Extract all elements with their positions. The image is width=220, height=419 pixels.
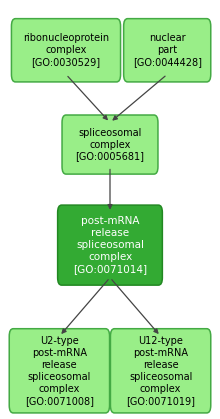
FancyBboxPatch shape bbox=[124, 18, 211, 82]
FancyBboxPatch shape bbox=[58, 205, 162, 285]
FancyBboxPatch shape bbox=[110, 328, 211, 413]
FancyBboxPatch shape bbox=[11, 18, 121, 82]
Text: nuclear
part
[GO:0044428]: nuclear part [GO:0044428] bbox=[133, 33, 202, 67]
Text: post-mRNA
release
spliceosomal
complex
[GO:0071014]: post-mRNA release spliceosomal complex [… bbox=[73, 216, 147, 274]
Text: U2-type
post-mRNA
release
spliceosomal
complex
[GO:0071008]: U2-type post-mRNA release spliceosomal c… bbox=[25, 336, 94, 406]
Text: U12-type
post-mRNA
release
spliceosomal
complex
[GO:0071019]: U12-type post-mRNA release spliceosomal … bbox=[126, 336, 195, 406]
Text: ribonucleoprotein
complex
[GO:0030529]: ribonucleoprotein complex [GO:0030529] bbox=[23, 33, 109, 67]
FancyBboxPatch shape bbox=[9, 328, 110, 413]
FancyBboxPatch shape bbox=[62, 115, 158, 174]
Text: spliceosomal
complex
[GO:0005681]: spliceosomal complex [GO:0005681] bbox=[75, 127, 145, 162]
